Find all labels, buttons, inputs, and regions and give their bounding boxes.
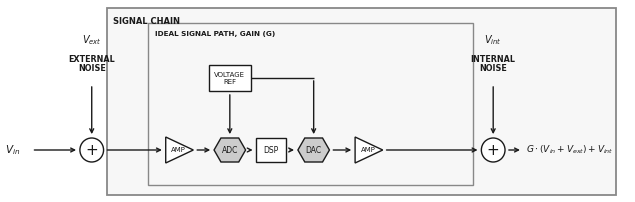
Circle shape xyxy=(80,138,104,162)
Text: +: + xyxy=(487,143,500,158)
Polygon shape xyxy=(298,138,330,162)
Polygon shape xyxy=(214,138,246,162)
Text: EXTERNAL: EXTERNAL xyxy=(69,55,115,64)
Bar xyxy=(209,65,251,91)
Text: INTERNAL: INTERNAL xyxy=(471,55,516,64)
Text: ADC: ADC xyxy=(222,146,238,155)
Text: SIGNAL CHAIN: SIGNAL CHAIN xyxy=(114,17,180,26)
Polygon shape xyxy=(355,137,383,163)
Bar xyxy=(148,23,474,185)
Text: NOISE: NOISE xyxy=(479,64,507,73)
Text: $V_{int}$: $V_{int}$ xyxy=(485,33,502,47)
Text: AMP: AMP xyxy=(361,147,375,154)
Text: NOISE: NOISE xyxy=(78,64,105,73)
Text: AMP: AMP xyxy=(171,147,186,154)
Polygon shape xyxy=(166,137,193,163)
Text: IDEAL SIGNAL PATH, GAIN (G): IDEAL SIGNAL PATH, GAIN (G) xyxy=(155,31,275,37)
Text: $V_{ext}$: $V_{ext}$ xyxy=(82,33,102,47)
Text: $V_{in}$: $V_{in}$ xyxy=(5,143,20,157)
Text: +: + xyxy=(85,143,98,158)
Text: VOLTAGE
REF: VOLTAGE REF xyxy=(215,72,245,85)
Text: DSP: DSP xyxy=(264,146,279,155)
Bar xyxy=(107,8,617,195)
Text: $G \cdot (V_{in} + V_{ext}) + V_{int}$: $G \cdot (V_{in} + V_{ext}) + V_{int}$ xyxy=(526,144,613,156)
Bar xyxy=(257,138,286,162)
Text: DAC: DAC xyxy=(305,146,322,155)
Circle shape xyxy=(481,138,505,162)
